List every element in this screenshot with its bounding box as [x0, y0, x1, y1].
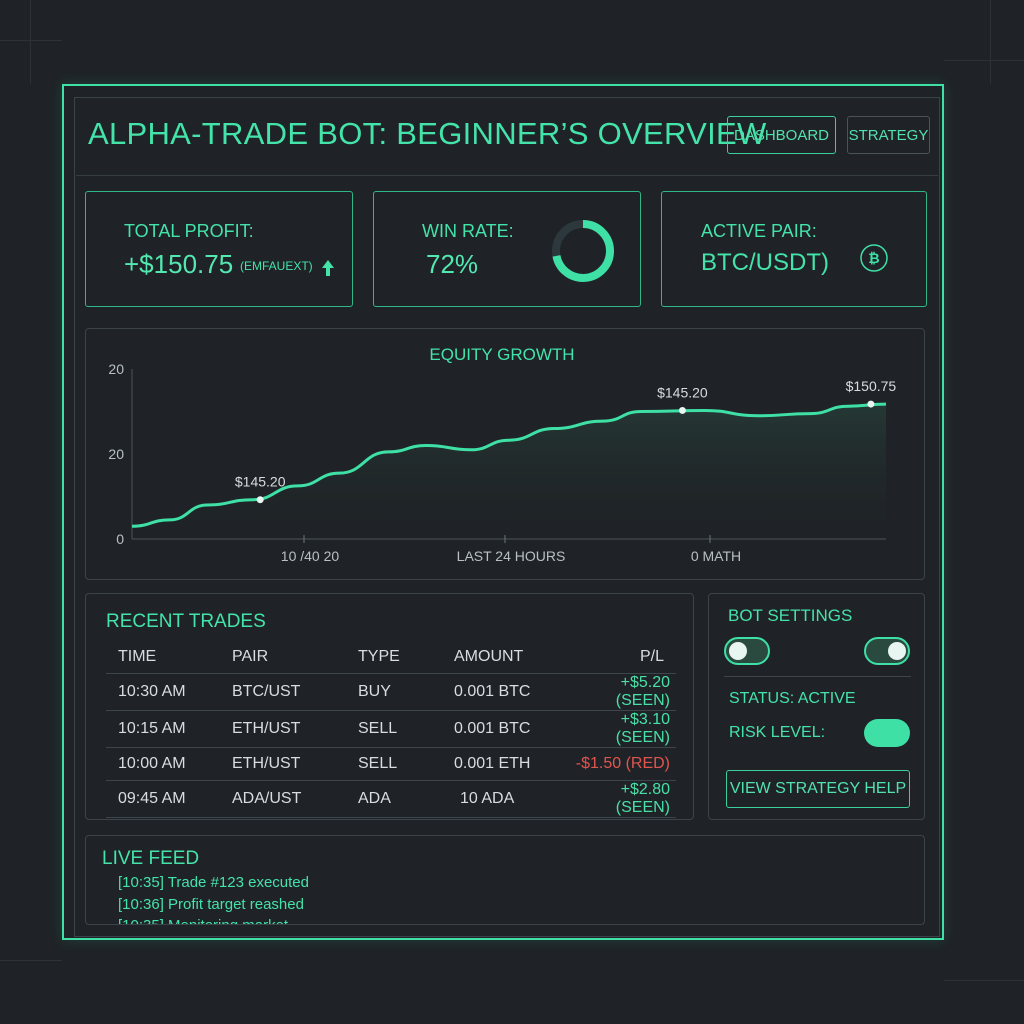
trade-pair: ADA/UST — [220, 780, 346, 818]
equity-line — [131, 402, 887, 528]
win-rate-label: WIN RATE: — [422, 221, 514, 241]
live-feed-panel: LIVE FEED [10:35] Trade #123 executed [1… — [85, 835, 925, 925]
trade-pair: BTC/UST — [220, 673, 346, 711]
bot-settings-panel — [708, 593, 925, 820]
trade-pair: ETH/UST — [220, 747, 346, 781]
dashboard-frame — [62, 84, 944, 940]
trade-pl: +$3.10 (SEEN) — [554, 710, 676, 748]
trade-pl: +$5.20 (SEEN) — [554, 673, 676, 711]
background-line — [944, 60, 1024, 61]
trade-type: SELL — [346, 710, 442, 748]
recent-trades-title: RECENT TRADES — [106, 611, 266, 632]
trade-type: BUY — [346, 673, 442, 711]
active-pair-label: ACTIVE PAIR: — [701, 221, 817, 241]
total-profit-label: TOTAL PROFIT: — [124, 221, 254, 241]
tab-strategy[interactable]: STRATEGY — [847, 116, 930, 154]
trade-time: 09:45 AM — [106, 780, 220, 818]
y-tick-label: 20 — [108, 361, 124, 377]
data-point-label: $145.20 — [657, 384, 708, 400]
background-line — [30, 0, 31, 84]
data-point-label: $150.75 — [846, 378, 897, 394]
total-profit-card: TOTAL PROFIT: +$150.75 (EMFAUEXT) — [85, 191, 353, 307]
dashboard-inner-frame — [74, 97, 940, 937]
svg-text:₿: ₿ — [868, 251, 879, 267]
live-feed-title: LIVE FEED — [102, 848, 200, 869]
arrow-up-icon — [322, 260, 334, 276]
x-tick-label: 10 /40 20 — [281, 548, 340, 564]
background-line — [0, 40, 62, 41]
equity-area — [132, 404, 886, 539]
table-header-row: TIME PAIR TYPE AMOUNT P/L — [106, 641, 676, 674]
data-point-marker[interactable] — [867, 400, 875, 408]
header-divider — [76, 175, 938, 176]
tab-dashboard[interactable]: DASHBOARD — [727, 116, 836, 154]
trade-time: 10:30 AM — [106, 673, 220, 711]
bot-status: STATUS: ACTIVE — [729, 690, 856, 707]
view-strategy-help-button[interactable]: VIEW STRATEGY HELP — [726, 770, 910, 808]
x-tick-label: LAST 24 HOURS — [457, 548, 566, 564]
column-header: PAIR — [220, 641, 346, 674]
background-line — [990, 0, 991, 84]
toggle-knob — [729, 642, 747, 660]
background-line — [0, 960, 62, 961]
column-header: TIME — [106, 641, 220, 674]
trade-time: 10:15 AM — [106, 710, 220, 748]
chart-title: EQUITY GROWTH — [429, 345, 574, 364]
data-point-label: $145.20 — [235, 474, 286, 490]
risk-level-label: RISK LEVEL: — [729, 724, 826, 741]
trades-table: TIME PAIR TYPE AMOUNT P/L 10:30 AM BTC/U… — [106, 641, 676, 818]
column-header: AMOUNT — [442, 641, 554, 674]
data-point-marker[interactable] — [256, 496, 264, 504]
table-row[interactable]: 10:15 AM ETH/UST SELL 0.001 BTC +$3.10 (… — [106, 710, 676, 748]
bot-settings-title: BOT SETTINGS — [728, 606, 853, 625]
column-header: TYPE — [346, 641, 442, 674]
trade-type: SELL — [346, 747, 442, 781]
trade-pl: -$1.50 (RED) — [554, 747, 676, 781]
trade-amount: 0.001 BTC — [442, 673, 554, 711]
trade-amount: 10 ADA — [442, 780, 554, 818]
trade-pl: +$2.80 (SEEN) — [554, 780, 676, 818]
total-profit-note: (EMFAUEXT) — [240, 259, 313, 273]
bot-toggle-left[interactable] — [724, 637, 770, 665]
toggle-knob — [888, 642, 906, 660]
table-row[interactable]: 10:30 AM BTC/UST BUY 0.001 BTC +$5.20 (S… — [106, 673, 676, 711]
active-pair-card: ACTIVE PAIR: BTC/USDT) ₿ — [661, 191, 927, 307]
active-pair-value: BTC/USDT) — [701, 249, 829, 276]
win-rate-value: 72% — [426, 249, 479, 279]
feed-line: [10:35] Trade #123 executed — [118, 874, 309, 891]
bitcoin-icon: ₿ — [860, 244, 888, 272]
trade-amount: 0.001 ETH — [442, 747, 554, 781]
feed-line: [10:35] Monitoring market — [118, 917, 288, 924]
trade-amount: 0.001 BTC — [442, 710, 554, 748]
total-profit-value: +$150.75 — [124, 249, 234, 279]
feed-line: [10:36] Profit target reashed — [118, 896, 304, 913]
table-row[interactable]: 10:00 AM ETH/UST SELL 0.001 ETH -$1.50 (… — [106, 747, 676, 781]
background-line — [944, 980, 1024, 981]
settings-divider — [724, 676, 911, 677]
risk-level-toggle[interactable] — [864, 719, 910, 747]
equity-chart: EQUITY GROWTH 20 20 0 10 /40 20 LAST 24 HOUR… — [108, 345, 897, 564]
trade-time: 10:00 AM — [106, 747, 220, 781]
win-rate-donut — [552, 220, 614, 282]
recent-trades-panel — [85, 593, 694, 820]
win-rate-card: WIN RATE: 72% — [373, 191, 641, 307]
trade-pair: ETH/UST — [220, 710, 346, 748]
bot-toggle-right[interactable] — [864, 637, 910, 665]
trade-type: ADA — [346, 780, 442, 818]
column-header: P/L — [554, 641, 676, 674]
data-point-marker[interactable] — [678, 406, 686, 414]
x-tick-label: 0 MATH — [691, 548, 741, 564]
y-tick-label: 0 — [116, 531, 124, 547]
y-tick-label: 20 — [108, 446, 124, 462]
table-row[interactable]: 09:45 AM ADA/UST ADA 10 ADA +$2.80 (SEEN… — [106, 780, 676, 818]
equity-chart-panel: EQUITY GROWTH 20 20 0 10 /40 20 LAST 24 HOUR… — [85, 328, 925, 580]
page-title: ALPHA-TRADE BOT: BEGINNER’S OVERVIEW — [88, 116, 767, 151]
